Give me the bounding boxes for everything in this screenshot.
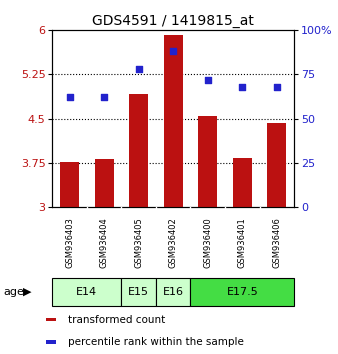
Text: GSM936403: GSM936403: [65, 217, 74, 268]
Text: transformed count: transformed count: [68, 315, 165, 325]
Point: [274, 84, 280, 90]
Text: age: age: [3, 287, 24, 297]
Point: [67, 95, 72, 100]
Text: percentile rank within the sample: percentile rank within the sample: [68, 337, 244, 347]
Bar: [46, 341, 56, 344]
Bar: [52, 278, 121, 306]
Point: [136, 66, 141, 72]
Bar: [267, 123, 286, 207]
Text: GSM936400: GSM936400: [203, 217, 212, 268]
Bar: [95, 159, 114, 207]
Bar: [164, 35, 183, 207]
Title: GDS4591 / 1419815_at: GDS4591 / 1419815_at: [92, 14, 254, 28]
Point: [101, 95, 107, 100]
Bar: [46, 318, 56, 321]
Bar: [129, 94, 148, 207]
Point: [171, 48, 176, 54]
Text: E15: E15: [128, 287, 149, 297]
Text: E14: E14: [76, 287, 97, 297]
Point: [240, 84, 245, 90]
Bar: [198, 116, 217, 207]
Text: GSM936405: GSM936405: [134, 217, 143, 268]
Bar: [156, 278, 191, 306]
Text: E17.5: E17.5: [226, 287, 258, 297]
Text: GSM936406: GSM936406: [272, 217, 281, 268]
Text: E16: E16: [163, 287, 184, 297]
Bar: [191, 278, 294, 306]
Text: GSM936402: GSM936402: [169, 217, 178, 268]
Text: ▶: ▶: [23, 287, 31, 297]
Point: [205, 77, 211, 82]
Bar: [121, 278, 156, 306]
Text: GSM936401: GSM936401: [238, 217, 247, 268]
Text: GSM936404: GSM936404: [100, 217, 109, 268]
Bar: [233, 158, 252, 207]
Bar: [60, 162, 79, 207]
